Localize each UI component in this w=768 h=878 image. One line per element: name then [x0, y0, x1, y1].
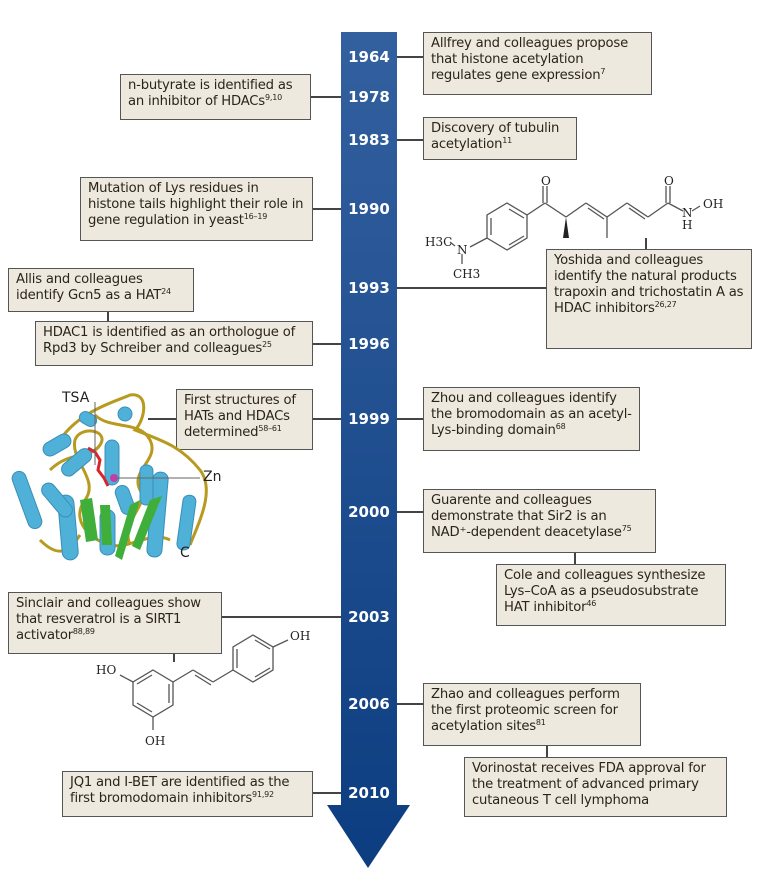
- connector: [645, 238, 647, 249]
- year-label: 1996: [348, 335, 390, 353]
- event-text: Discovery of tubulin acetylation: [431, 121, 560, 152]
- event-box: Guarente and colleagues demonstrate that…: [423, 489, 656, 553]
- event-ref: 16–19: [243, 212, 268, 221]
- event-text: Vorinostat receives FDA approval for the…: [472, 761, 706, 808]
- tsa-label: TSA: [62, 390, 90, 406]
- event-text: HDAC1 is identified as an orthologue of …: [43, 325, 296, 356]
- event-text: Cole and colleagues synthesize Lys–CoA a…: [504, 568, 706, 615]
- event-box: Mutation of Lys residues in histone tail…: [80, 177, 313, 241]
- event-text: Guarente and colleagues demonstrate that…: [431, 493, 622, 540]
- event-text: Zhao and colleagues perform the first pr…: [431, 687, 620, 734]
- event-ref: 91,92: [252, 790, 274, 799]
- connector: [574, 553, 576, 564]
- event-box: Zhao and colleagues perform the first pr…: [423, 683, 641, 746]
- event-box: Zhou and colleagues identify the bromodo…: [423, 387, 640, 451]
- atom-label: OH: [703, 197, 723, 211]
- event-ref: 26,27: [654, 300, 677, 309]
- event-box: Sinclair and colleagues show that resver…: [8, 592, 222, 654]
- event-ref: 9,10: [264, 93, 282, 102]
- year-label: 1999: [348, 410, 390, 428]
- event-box: Vorinostat receives FDA approval for the…: [464, 757, 727, 817]
- event-ref: 46: [586, 599, 597, 608]
- connector: [313, 208, 341, 210]
- event-ref: 25: [262, 340, 272, 349]
- atom-label: OH: [145, 734, 165, 748]
- atom-label: OH: [290, 629, 310, 643]
- event-box: Cole and colleagues synthesize Lys–CoA a…: [496, 564, 726, 626]
- event-box: HDAC1 is identified as an orthologue of …: [35, 321, 313, 366]
- year-label: 1993: [348, 279, 390, 297]
- year-label: 2000: [348, 503, 390, 521]
- connector: [313, 792, 341, 794]
- event-text: Sinclair and colleagues show that resver…: [16, 596, 201, 643]
- arrow-shape: [327, 32, 410, 868]
- connector: [397, 139, 423, 141]
- event-box: n-butyrate is identified as an inhibitor…: [120, 74, 311, 120]
- atom-label: O: [664, 174, 674, 188]
- year-label: 2006: [348, 695, 390, 713]
- event-ref: 68: [555, 422, 566, 431]
- connector: [311, 96, 341, 98]
- event-box: Discovery of tubulin acetylation11: [423, 117, 577, 160]
- atom-label: H3C: [425, 235, 452, 249]
- c-terminus-label: C: [180, 545, 190, 561]
- event-ref: 81: [535, 718, 546, 727]
- year-label: 1964: [348, 48, 390, 66]
- connector: [397, 703, 423, 705]
- event-box: First structures of HATs and HDACs deter…: [176, 389, 313, 450]
- connector: [107, 312, 109, 321]
- connector: [546, 746, 548, 757]
- year-label: 2003: [348, 608, 390, 626]
- event-box: Yoshida and colleagues identify the natu…: [546, 249, 752, 349]
- event-ref: 7: [600, 67, 606, 76]
- connector: [148, 418, 176, 420]
- connector: [397, 511, 423, 513]
- event-ref: 88,89: [72, 627, 95, 636]
- connector: [173, 654, 175, 662]
- event-text: Allis and colleagues identify Gcn5 as a …: [16, 272, 162, 303]
- atom-label: CH3: [453, 267, 480, 281]
- connector: [397, 287, 546, 289]
- event-text: First structures of HATs and HDACs deter…: [184, 393, 296, 440]
- event-text: n-butyrate is identified as an inhibitor…: [128, 78, 293, 109]
- event-text: Yoshida and colleagues identify the natu…: [554, 253, 744, 316]
- event-ref: 24: [161, 287, 171, 296]
- event-text: JQ1 and I-BET are identified as the firs…: [70, 775, 290, 806]
- event-text: Mutation of Lys residues in histone tail…: [88, 181, 304, 228]
- year-label: 2010: [348, 784, 390, 802]
- event-box: JQ1 and I-BET are identified as the firs…: [62, 771, 313, 817]
- event-text: Allfrey and colleagues propose that hist…: [431, 36, 628, 83]
- connector: [313, 343, 341, 345]
- atom-label: N: [682, 206, 693, 220]
- year-label: 1978: [348, 88, 390, 106]
- connector: [313, 418, 341, 420]
- connector: [397, 56, 423, 58]
- event-box: Allis and colleagues identify Gcn5 as a …: [8, 268, 194, 312]
- atom-label: H: [682, 218, 692, 232]
- atom-label: N: [457, 243, 468, 257]
- year-label: 1983: [348, 131, 390, 149]
- event-ref: 75: [621, 524, 632, 533]
- event-ref: 58–61: [258, 424, 282, 433]
- connector: [397, 418, 423, 420]
- year-label: 1990: [348, 200, 390, 218]
- atom-label: HO: [96, 663, 116, 677]
- connector: [222, 616, 341, 618]
- zn-label: Zn: [203, 469, 222, 485]
- event-box: Allfrey and colleagues propose that hist…: [423, 32, 652, 95]
- atom-label: O: [541, 174, 551, 188]
- event-text: Zhou and colleagues identify the bromodo…: [431, 391, 632, 438]
- event-ref: 11: [502, 136, 513, 145]
